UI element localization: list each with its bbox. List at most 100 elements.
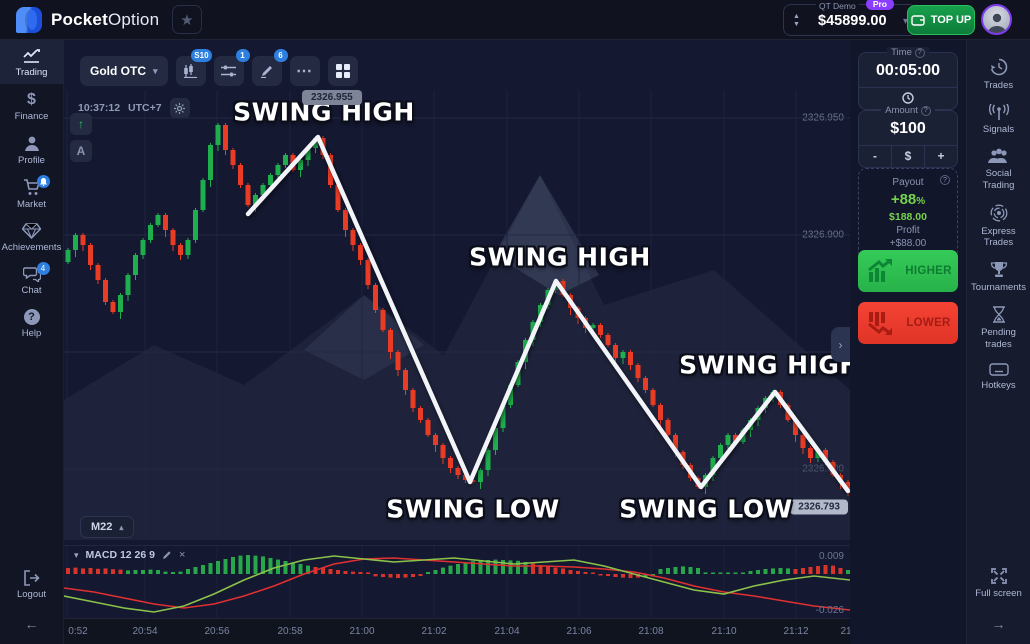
rail-item-trades[interactable]: Trades: [967, 52, 1030, 98]
hourglass-icon: [992, 306, 1005, 323]
symbol-selector[interactable]: Gold OTC ▾: [80, 56, 168, 86]
collapse-caret-icon[interactable]: ▾: [74, 549, 79, 560]
text-tool-button[interactable]: A: [70, 140, 92, 162]
sidebar-item-market[interactable]: Market: [0, 172, 64, 216]
macd-header: ▾ MACD 12 26 9 ×: [74, 549, 185, 561]
fullscreen-expand-icon: [990, 568, 1007, 584]
sidebar-item-finance[interactable]: $ Finance: [14, 91, 49, 122]
trade-history-icon: [990, 58, 1007, 76]
help-question-icon: ?: [23, 309, 40, 325]
indicators-button[interactable]: 1: [213, 49, 250, 86]
time-tick: 21: [840, 626, 850, 637]
sidebar-item-help[interactable]: ? Help: [21, 309, 42, 339]
people-group-icon: [987, 148, 1007, 163]
amount-increase-button[interactable]: +: [924, 146, 957, 167]
lower-chart-icon: [868, 312, 892, 336]
current-price-badge: 2326.793: [790, 499, 848, 515]
candles-svg[interactable]: [64, 90, 850, 540]
payout-help-icon[interactable]: ?: [940, 175, 950, 185]
swing-annotation: SWING HIGH: [469, 242, 651, 272]
amount-decrease-button[interactable]: -: [873, 149, 877, 163]
letter-a-icon: A: [76, 144, 86, 158]
payout-label: Payout: [892, 177, 924, 188]
chevron-down-icon: ▾: [902, 16, 908, 27]
market-notification-badge: [36, 175, 50, 188]
time-axis[interactable]: 0:52 20:54 20:56 20:58 21:00 21:02 21:04 21:06 2…: [64, 618, 850, 644]
time-tick: 21:02: [421, 626, 447, 637]
time-tick: 21:10: [711, 626, 737, 637]
time-mode-button[interactable]: [859, 88, 957, 109]
rail-item-tournaments[interactable]: Tournaments: [967, 255, 1030, 300]
ellipsis-icon: ⋯: [296, 63, 314, 80]
profit-value: +$88.00: [889, 238, 927, 249]
amount-value[interactable]: $100: [890, 120, 926, 137]
close-icon[interactable]: ×: [178, 549, 186, 561]
brand-logo[interactable]: PocketOption: [16, 7, 159, 33]
timeframe-pill[interactable]: M22 ▴: [80, 516, 135, 538]
chevron-down-icon: ▾: [153, 65, 158, 76]
clock-icon: [902, 92, 914, 104]
rail-item-pending-trades[interactable]: Pending trades: [967, 300, 1030, 357]
buy-marker-tool-button[interactable]: ↑: [70, 113, 92, 135]
macd-svg[interactable]: [64, 546, 850, 619]
collapse-rail-arrow[interactable]: →: [991, 616, 1006, 632]
favorites-star-button[interactable]: ★: [172, 5, 202, 34]
trade-panel: › Time? 00:05:00 Amount? $100 - $ + ? Pa…: [831, 40, 966, 644]
price-alert-pill[interactable]: 2326.955: [302, 90, 362, 105]
trading-chart-icon: [23, 49, 40, 63]
pocket-option-icon: [16, 7, 42, 33]
rail-item-express-trades[interactable]: Express Trades: [967, 198, 1030, 256]
rail-item-hotkeys[interactable]: Hotkeys: [967, 357, 1030, 398]
left-sidebar: Trading $ Finance Profile Market Achieve…: [0, 40, 64, 644]
rail-item-signals[interactable]: Signals: [967, 98, 1030, 142]
amount-currency-button[interactable]: $: [891, 146, 924, 167]
sidebar-item-trading[interactable]: Trading: [0, 40, 64, 84]
settings-button[interactable]: [169, 98, 190, 118]
sidebar-item-logout[interactable]: Logout: [0, 563, 64, 606]
clock-time: 10:37:12: [78, 102, 121, 114]
pencil-icon: [260, 66, 272, 78]
edit-pencil-icon[interactable]: [162, 550, 172, 560]
brand-name: PocketOption: [51, 10, 160, 29]
time-tick: 20:58: [277, 626, 303, 637]
rail-item-social-trading[interactable]: Social Trading: [967, 142, 1030, 198]
amount-box: Amount? $100 - $ +: [858, 105, 958, 168]
user-avatar[interactable]: [981, 4, 1012, 35]
time-tick: 21:08: [638, 626, 664, 637]
time-help-icon[interactable]: ?: [914, 47, 925, 58]
payout-total: $188.00: [889, 211, 927, 223]
sidebar-item-profile[interactable]: Profile: [0, 128, 64, 172]
chat-unread-badge: 4: [36, 262, 50, 275]
bell-icon: [39, 177, 47, 186]
swing-annotation: SWING HIGH: [679, 350, 850, 380]
collapse-panel-tab[interactable]: ›: [831, 327, 850, 362]
sidebar-item-achievements[interactable]: Achievements: [0, 216, 64, 259]
logout-icon: [24, 570, 40, 586]
lower-button[interactable]: LOWER: [858, 302, 958, 344]
candles-icon: [184, 64, 198, 78]
more-tools-button[interactable]: ⋯: [289, 56, 320, 86]
chart-type-button[interactable]: S10: [175, 49, 212, 86]
macd-panel: ▾ MACD 12 26 9 × 0.009 -0.026: [64, 545, 850, 619]
gear-icon: [174, 102, 186, 114]
trophy-icon: [990, 262, 1007, 278]
account-switcher[interactable]: ▲ ▼ QT Demo Pro $45899.00 ▾: [783, 0, 917, 36]
profit-label: Profit: [896, 225, 920, 236]
chevron-up-icon: ▴: [119, 522, 124, 532]
layout-grid-button[interactable]: [327, 56, 358, 86]
top-up-button[interactable]: TOP UP: [907, 5, 975, 35]
fullscreen-button[interactable]: Full screen: [967, 562, 1030, 606]
up-arrow-icon: ↑: [78, 117, 84, 131]
higher-chart-icon: [868, 258, 892, 282]
top-bar: PocketOption ★ ▲ ▼ QT Demo Pro $45899.00 …: [0, 0, 1030, 40]
macd-axis-bottom: -0.026: [815, 605, 844, 616]
drawings-button[interactable]: 6: [251, 49, 288, 86]
candlestick-chart[interactable]: 2326.800 2326.793 SWING HIGH SWING HIGH SW…: [64, 90, 850, 540]
target-rings-icon: [990, 204, 1007, 221]
amount-help-icon[interactable]: ?: [920, 105, 931, 116]
sidebar-item-chat[interactable]: 4 Chat: [0, 259, 64, 302]
time-tick: 21:00: [349, 626, 375, 637]
higher-button[interactable]: HIGHER: [858, 250, 958, 292]
time-value[interactable]: 00:05:00: [875, 62, 941, 79]
collapse-sidebar-arrow[interactable]: ←: [24, 616, 39, 632]
